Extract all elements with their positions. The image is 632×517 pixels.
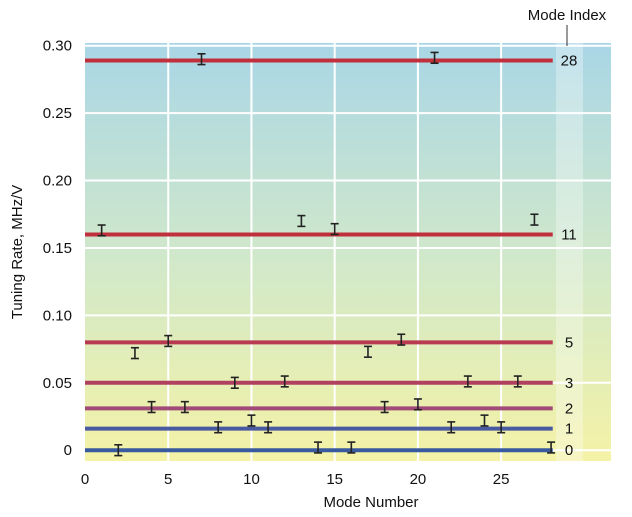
mode-index-label: 28	[561, 53, 578, 70]
plot-background	[85, 43, 611, 461]
error-bar-point	[547, 441, 556, 454]
y-tick-label: 0.30	[43, 38, 72, 55]
mode-index-band	[556, 43, 583, 461]
error-bar-point	[314, 441, 323, 454]
error-bar-point	[247, 414, 256, 427]
y-tick-label: 0.20	[43, 173, 72, 190]
error-bar-point	[413, 398, 422, 411]
y-axis-label: Tuning Rate, MHz/V	[9, 185, 26, 320]
error-bar-point	[214, 421, 223, 434]
mode-index-label: 0	[565, 442, 573, 459]
y-tick-label: 0.10	[43, 307, 72, 324]
y-tick-label: 0	[64, 442, 72, 459]
y-tick-label: 0.15	[43, 240, 72, 257]
error-bar-point	[497, 421, 506, 434]
y-tick-label: 0.25	[43, 105, 72, 122]
error-bar-point	[230, 376, 239, 389]
x-tick-label: 25	[493, 471, 510, 488]
error-bar-point	[397, 333, 406, 346]
error-bar-point	[164, 334, 173, 348]
mode-index-label: 2	[565, 400, 573, 417]
mode-index-label: 3	[565, 375, 573, 392]
error-bar-point	[347, 441, 356, 454]
error-bar-point	[513, 375, 522, 388]
error-bar-point	[330, 222, 339, 236]
error-bar-point	[114, 444, 123, 457]
error-bar-point	[197, 52, 206, 66]
error-bar-point	[363, 345, 372, 358]
error-bar-point	[447, 421, 456, 434]
error-bar-point	[264, 421, 273, 434]
error-bar-point	[430, 51, 439, 65]
error-bar-point	[97, 224, 106, 237]
error-bar-point	[130, 346, 139, 360]
error-bar-point	[530, 213, 539, 226]
error-bar-point	[463, 375, 472, 388]
mode-index-labels: 0 1 2 3 5 11 28	[561, 53, 578, 460]
error-bar-point	[480, 414, 489, 427]
data-points	[97, 51, 556, 457]
legend-title: Mode Index	[528, 7, 607, 24]
error-bar-point	[297, 214, 306, 228]
error-bar-point	[147, 400, 156, 414]
x-tick-label: 5	[164, 471, 172, 488]
x-tick-label: 10	[243, 471, 260, 488]
x-tick-label: 20	[410, 471, 427, 488]
error-bar-point	[380, 400, 389, 414]
mode-lines	[85, 58, 553, 453]
mode-index-label: 1	[565, 421, 573, 438]
y-tick-label: 0.05	[43, 375, 72, 392]
x-tick-label: 15	[326, 471, 343, 488]
mode-index-label: 11	[561, 226, 577, 243]
x-tick-label: 0	[81, 471, 89, 488]
x-axis-label: Mode Number	[323, 494, 418, 511]
mode-index-label: 5	[565, 334, 573, 351]
error-bar-point	[280, 375, 289, 388]
tick-labels: 0 5 10 15 20 25 0 0.05 0.10 0.15 0.20 0.25 0.30	[43, 38, 510, 488]
error-bar-point	[180, 400, 189, 414]
